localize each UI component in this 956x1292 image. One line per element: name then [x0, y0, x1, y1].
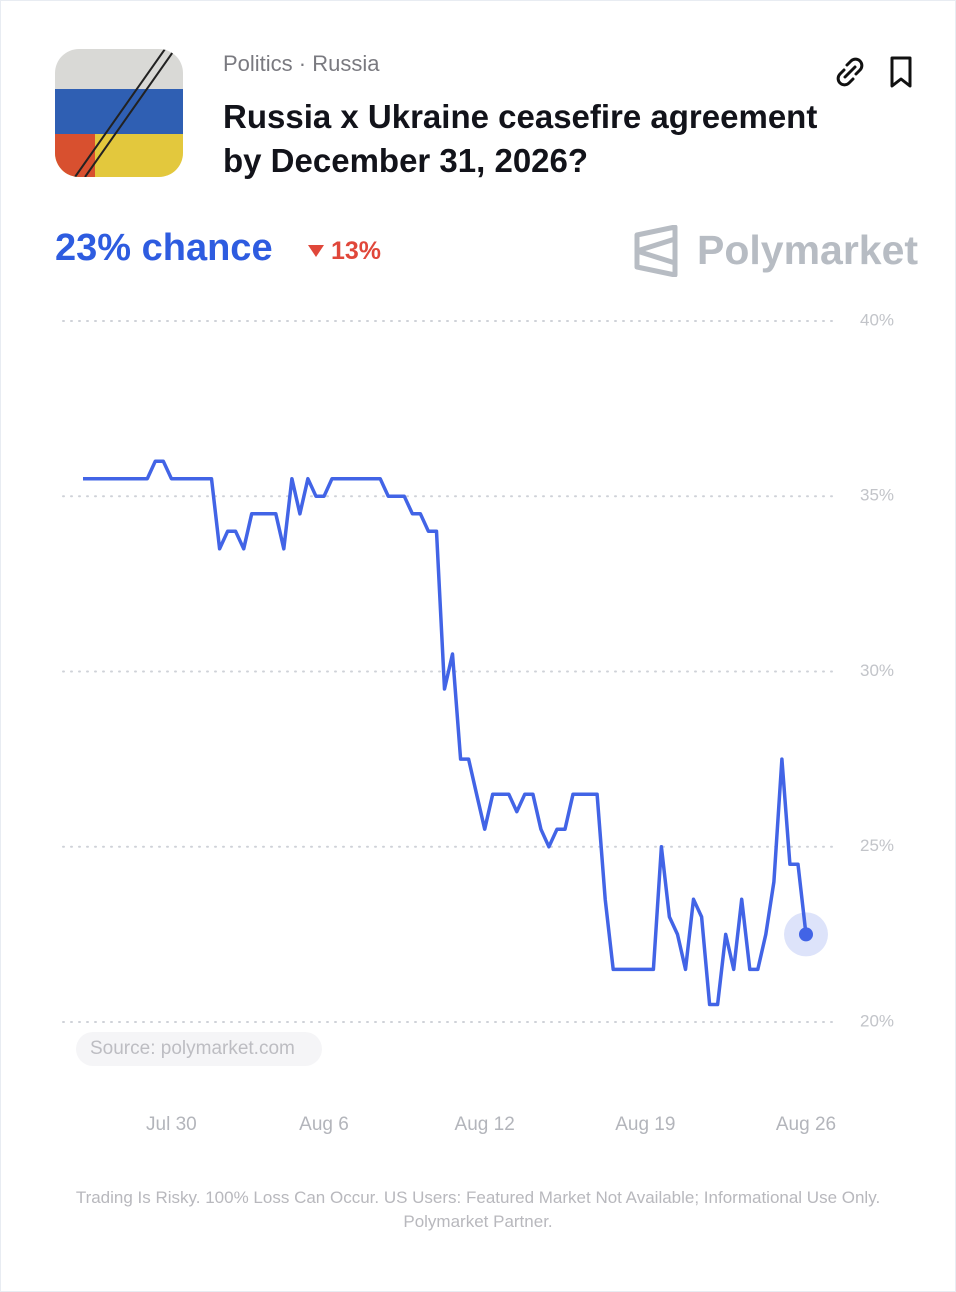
end-dot: [799, 927, 813, 942]
x-tick-label: Jul 30: [146, 1114, 197, 1135]
x-tick-label: Aug 26: [776, 1114, 836, 1135]
y-tick-label: 20%: [860, 1011, 894, 1030]
y-tick-label: 25%: [860, 836, 894, 855]
source-badge: [76, 1032, 322, 1066]
change: 13%: [331, 237, 382, 265]
market-title: Russia x Ukraine ceasefire agreement by …: [223, 98, 818, 179]
disclaimer: Trading Is Risky. 100% Loss Can Occur. U…: [75, 1188, 881, 1207]
y-tick-label: 30%: [860, 661, 894, 680]
brand: Polymarket: [697, 227, 919, 273]
x-tick-label: Aug 19: [615, 1114, 675, 1135]
flag-icon: [55, 49, 183, 177]
disclaimer: Polymarket Partner.: [403, 1212, 553, 1231]
source: Source: polymarket.com: [90, 1038, 295, 1059]
chance: 23% chance: [55, 227, 273, 269]
brand-logo: [634, 225, 678, 277]
y-tick-label: 35%: [860, 486, 894, 505]
link-icon[interactable]: [833, 55, 867, 89]
category: Politics · Russia: [223, 51, 380, 76]
x-tick-label: Aug 12: [455, 1114, 515, 1135]
bookmark-icon[interactable]: [887, 55, 917, 89]
y-tick-label: 40%: [860, 310, 894, 329]
x-tick-label: Aug 6: [299, 1114, 349, 1135]
down-arrow: [308, 245, 324, 257]
chart: Source: polymarket.com 20% 25% 30% 35% 40% Ju…: [62, 310, 894, 1135]
price-line: [83, 459, 808, 1007]
